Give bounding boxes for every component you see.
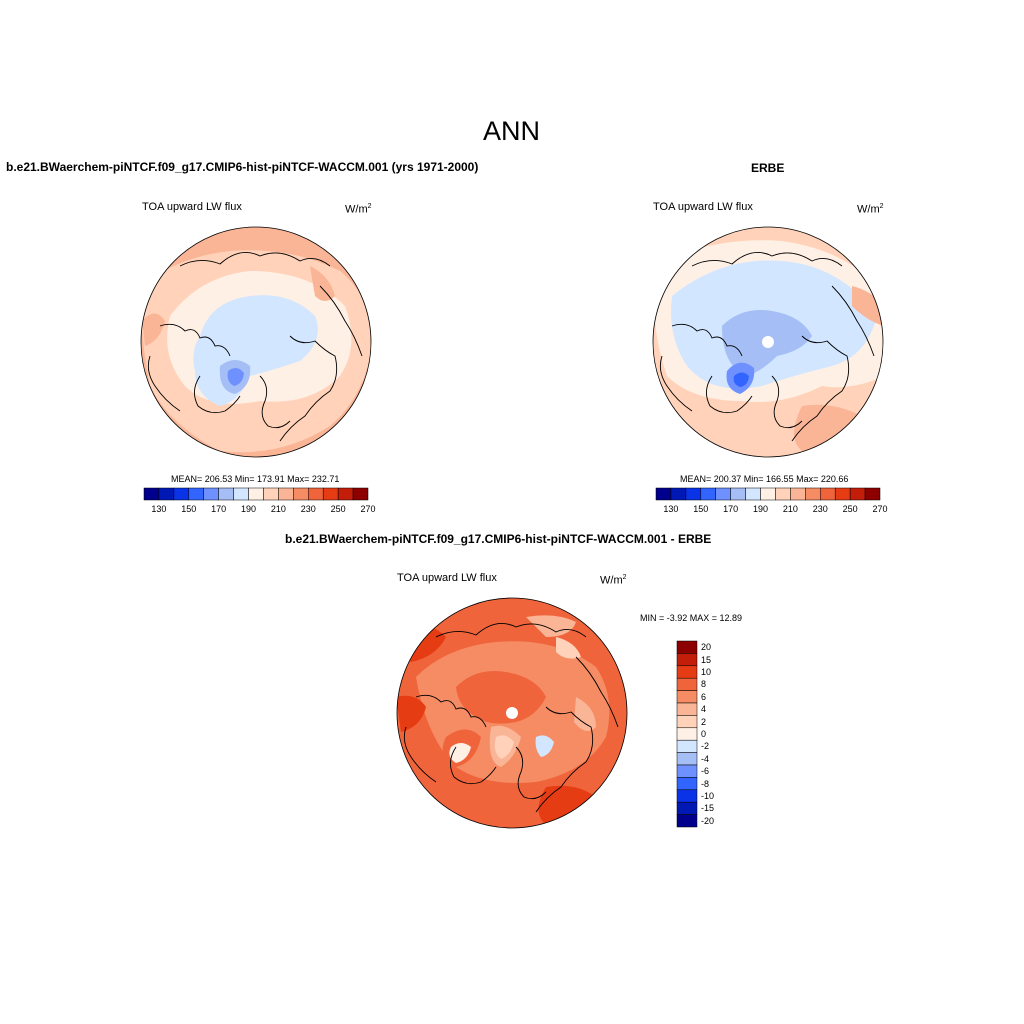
panel-2-polar-map [652, 226, 884, 458]
panel-2-colorbar-tick-label: 170 [723, 504, 739, 514]
panel-2-units: W/m2 [857, 203, 884, 216]
panel-1-colorbar-box [352, 487, 369, 501]
panel-2-colorbar-box [805, 487, 821, 501]
panel-1-case-title: b.e21.BWaerchem-piNTCF.f09_g17.CMIP6-his… [6, 160, 479, 174]
panel-3-colorbar-tick-label: -4 [701, 753, 710, 764]
panel-1-colorbar-tick-label: 190 [241, 504, 257, 514]
panel-1-colorbar-box [263, 487, 279, 501]
panel-1-stats: MEAN= 206.53 Min= 173.91 Max= 232.71 [171, 474, 340, 484]
panel-3-colorbar-tick-label: -6 [701, 766, 710, 777]
panel-3-colorbar-box [676, 702, 698, 716]
panel-1-colorbar-box [293, 487, 309, 501]
panel-1-units: W/m2 [345, 203, 372, 216]
panel-3-stats: MIN = -3.92 MAX = 12.89 [640, 613, 743, 623]
panel-3-colorbar-tick-label: -10 [701, 791, 715, 801]
panel-2-colorbar-tick-label: 270 [872, 504, 888, 514]
panel-3-colorbar-tick-label: 0 [701, 729, 707, 739]
panel-2-colorbar-tick-label: 250 [842, 504, 858, 514]
panel-1-colorbar-box [143, 487, 160, 501]
panel-3-colorbar [676, 640, 698, 828]
panel-2-colorbar-box [775, 487, 791, 501]
panel-1-colorbar-tick-label: 230 [300, 504, 316, 514]
panel-2-colorbar-box [715, 487, 731, 501]
panel-1-colorbar-box [308, 487, 324, 501]
panel-1-colorbar-ticks: 130 150 170 190 210 230 250 270 [144, 504, 375, 516]
panel-1-colorbar-box [188, 487, 204, 501]
panel-3-colorbar-tick-label: 20 [701, 642, 712, 653]
panel-2-colorbar-box [745, 487, 761, 501]
panel-3-colorbar-box [676, 801, 698, 815]
panel-3-colorbar-tick-label: -20 [701, 815, 715, 826]
panel-3-colorbar-box [676, 727, 698, 741]
panel-1-colorbar-tick-label: 130 [151, 504, 167, 514]
panel-1-colorbar-box [322, 487, 339, 501]
panel-3-colorbar-box [676, 764, 698, 778]
panel-1-variable-label: TOA upward LW flux [142, 201, 242, 213]
panel-2-colorbar-tick-label: 130 [663, 504, 679, 514]
panel-2-colorbar-box [820, 487, 836, 501]
panel-3-colorbar-tick-label: 10 [701, 667, 712, 677]
panel-3-colorbar-box [676, 640, 698, 654]
panel-3-colorbar-tick-label: -2 [701, 741, 710, 752]
panel-2-colorbar [655, 487, 881, 501]
panel-2-colorbar-box [685, 487, 702, 501]
panel-3-colorbar-tick-label: 2 [701, 716, 707, 727]
panel-1-colorbar [143, 487, 369, 501]
panel-3-colorbar-box [676, 752, 698, 766]
panel-1-polar-map [140, 226, 372, 458]
panel-3-polar-map [396, 597, 628, 829]
panel-1-colorbar-box [158, 487, 175, 501]
panel-3-colorbar-tick-label: -8 [701, 778, 710, 789]
panel-2-colorbar-box [790, 487, 806, 501]
panel-1-colorbar-box [248, 487, 264, 501]
panel-1-colorbar-tick-label: 170 [211, 504, 227, 514]
panel-1-colorbar-box [233, 487, 249, 501]
panel-3-colorbar-box [676, 715, 698, 729]
panel-2-colorbar-box [864, 487, 881, 501]
panel-3-colorbar-ticks: 20 15 10 8 6 4 2 0 -2 -4 -6 -8 -10 -15 -20 [701, 641, 731, 827]
panel-3-colorbar-box [676, 690, 698, 704]
panel-1-colorbar-box [337, 487, 354, 501]
panel-3-colorbar-box [676, 789, 698, 803]
panel-2-colorbar-box [834, 487, 851, 501]
panel-3-colorbar-box [676, 653, 698, 667]
panel-3-colorbar-box [676, 814, 698, 828]
panel-2-colorbar-box [760, 487, 776, 501]
panel-3-colorbar-tick-label: 8 [701, 679, 707, 690]
panel-2-colorbar-box [730, 487, 746, 501]
panel-1-colorbar-box [278, 487, 294, 501]
panel-2-colorbar-tick-label: 190 [753, 504, 769, 514]
diff-title: b.e21.BWaerchem-piNTCF.f09_g17.CMIP6-his… [285, 532, 712, 546]
panel-1-colorbar-box [173, 487, 190, 501]
panel-3-colorbar-tick-label: -15 [701, 803, 715, 814]
panel-1-colorbar-tick-label: 270 [360, 504, 376, 514]
panel-1-colorbar-tick-label: 250 [330, 504, 346, 514]
panel-2-variable-label: TOA upward LW flux [653, 201, 753, 213]
panel-3-colorbar-tick-label: 6 [701, 691, 707, 702]
panel-2-colorbar-tick-label: 150 [693, 504, 709, 514]
panel-3-colorbar-box [676, 665, 698, 679]
panel-2-colorbar-box [849, 487, 866, 501]
panel-1-colorbar-box [203, 487, 219, 501]
panel-2-stats: MEAN= 200.37 Min= 166.55 Max= 220.66 [680, 474, 849, 484]
panel-2-colorbar-tick-label: 210 [782, 504, 798, 514]
panel-2-colorbar-box [700, 487, 716, 501]
panel-3-colorbar-box [676, 777, 698, 791]
panel-3-variable-label: TOA upward LW flux [397, 572, 497, 584]
panel-2-case-title: ERBE [751, 161, 785, 175]
panel-3-units: W/m2 [600, 574, 627, 587]
figure-title: ANN [483, 116, 541, 146]
panel-2-colorbar-tick-label: 230 [812, 504, 828, 514]
panel-1-colorbar-box [218, 487, 234, 501]
panel-2-colorbar-box [670, 487, 687, 501]
panel-2-colorbar-ticks: 130 150 170 190 210 230 250 270 [656, 504, 887, 516]
panel-1-colorbar-tick-label: 210 [270, 504, 286, 514]
panel-2-colorbar-box [655, 487, 672, 501]
panel-3-colorbar-tick-label: 4 [701, 704, 707, 715]
panel-3-colorbar-box [676, 677, 698, 691]
panel-1-colorbar-tick-label: 150 [181, 504, 197, 514]
panel-3-colorbar-box [676, 739, 698, 753]
panel-3-colorbar-tick-label: 15 [701, 654, 712, 665]
